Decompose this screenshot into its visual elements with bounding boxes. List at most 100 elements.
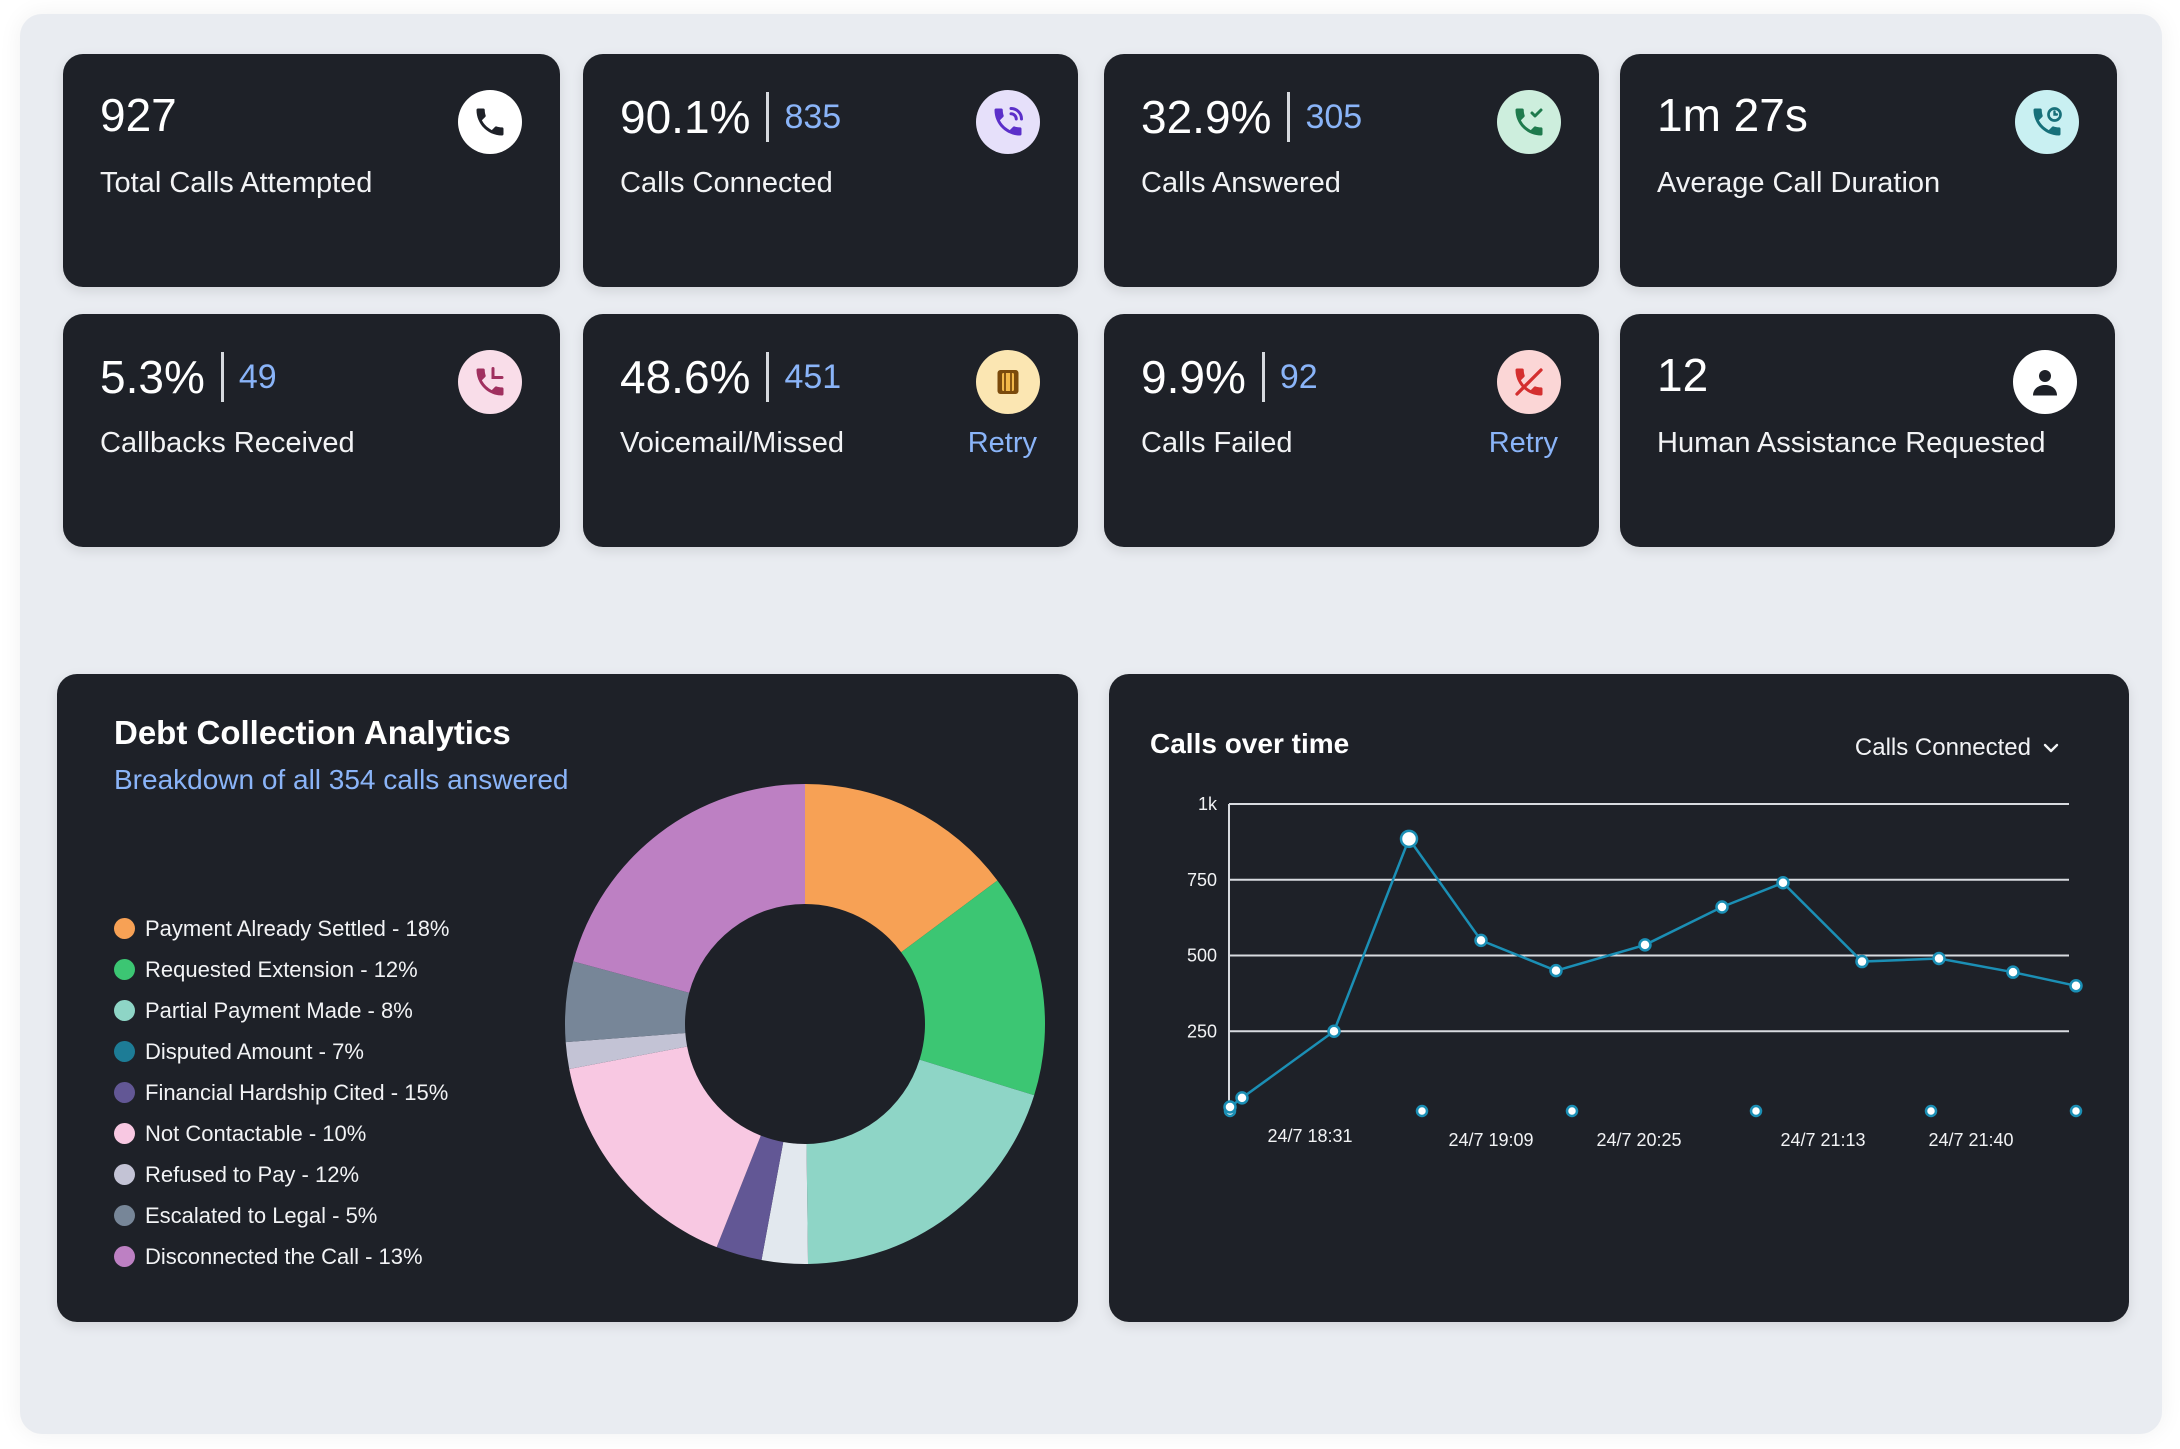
stat-count: 49 — [238, 358, 277, 396]
legend-item[interactable]: Requested Extension - 12% — [114, 949, 450, 990]
donut-slice[interactable] — [761, 1142, 809, 1264]
stat-label: Average Call Duration — [1657, 167, 1941, 199]
stat-value: 1m 27s — [1657, 89, 1808, 141]
phone-icon — [458, 90, 522, 154]
x-tick-label: 24/7 21:13 — [1780, 1130, 1865, 1150]
data-point[interactable] — [1474, 933, 1488, 948]
legend-item[interactable]: Payment Already Settled - 18% — [114, 908, 450, 949]
stat-card-human-assistance[interactable]: 12 Human Assistance Requested — [1620, 314, 2115, 547]
stat-value: 48.6% — [620, 351, 751, 403]
legend-label: Disconnected the Call - 13% — [145, 1243, 423, 1269]
divider — [766, 352, 770, 402]
stat-card-callbacks[interactable]: 5.3% 49 Callbacks Received — [63, 314, 560, 547]
x-tick-label: 24/7 19:09 — [1448, 1130, 1533, 1150]
donut-slice[interactable] — [716, 1135, 784, 1261]
legend-item[interactable]: Disconnected the Call - 13% — [114, 1236, 450, 1277]
divider — [766, 92, 770, 142]
donut-slice[interactable] — [565, 961, 690, 1043]
dashboard: 927 Total Calls Attempted 90.1% 835 Call… — [20, 14, 2162, 1434]
legend-label: Payment Already Settled - 18% — [145, 915, 450, 941]
legend-label: Disputed Amount - 7% — [145, 1038, 364, 1064]
data-point[interactable] — [1399, 829, 1419, 849]
analytics-panel: Debt Collection Analytics Breakdown of a… — [57, 674, 1078, 1322]
data-point[interactable] — [2069, 979, 2083, 993]
legend-item[interactable]: Partial Payment Made - 8% — [114, 990, 450, 1031]
data-point[interactable] — [1855, 954, 1869, 969]
stat-count: 305 — [1305, 98, 1363, 136]
x-tick-label: 24/7 18:31 — [1267, 1126, 1352, 1146]
stat-card-calls-answered[interactable]: 32.9% 305 Calls Answered — [1104, 54, 1599, 287]
panel-subtitle: Breakdown of all 354 calls answered — [114, 764, 569, 795]
y-tick-label: 750 — [1187, 870, 1217, 890]
retry-link[interactable]: Retry — [967, 427, 1037, 459]
stat-value: 5.3% — [100, 351, 205, 403]
stat-value: 9.9% — [1141, 351, 1246, 403]
chevron-down-icon — [2043, 743, 2059, 753]
retry-link[interactable]: Retry — [1488, 427, 1558, 459]
data-point[interactable] — [1932, 951, 1946, 966]
stat-card-average-duration[interactable]: 1m 27s Average Call Duration — [1620, 54, 2117, 287]
data-point[interactable] — [1565, 1104, 1579, 1118]
stat-label: Calls Connected — [620, 167, 833, 199]
data-point[interactable] — [1715, 900, 1729, 914]
data-point[interactable] — [1415, 1104, 1429, 1118]
stat-count: 835 — [784, 98, 842, 136]
data-point[interactable] — [1235, 1091, 1249, 1105]
data-point[interactable] — [1638, 938, 1652, 952]
line-chart: 250 500 750 1k 24/7 18:31 24/7 19:09 24/7 20:2… — [1187, 794, 2083, 1150]
data-point[interactable] — [1327, 1024, 1341, 1038]
metric-select[interactable]: Calls Connected — [1855, 734, 2059, 762]
legend-item[interactable]: Disputed Amount - 7% — [114, 1031, 450, 1072]
legend-swatch — [114, 1041, 135, 1062]
donut-slice[interactable] — [573, 784, 805, 993]
legend-label: Refused to Pay - 12% — [145, 1161, 360, 1187]
stat-value: 12 — [1657, 349, 1709, 401]
stat-label: Calls Failed — [1141, 427, 1293, 459]
donut-chart — [565, 784, 1045, 1264]
legend-label: Partial Payment Made - 8% — [145, 997, 413, 1023]
phone-failed-icon — [1497, 350, 1561, 414]
data-point[interactable] — [1749, 1104, 1763, 1118]
y-tick-label: 250 — [1187, 1021, 1217, 1041]
legend-label: Not Contactable - 10% — [145, 1120, 367, 1146]
stat-label: Total Calls Attempted — [100, 167, 373, 199]
data-point[interactable] — [2006, 965, 2020, 979]
donut-slice[interactable] — [569, 1046, 761, 1248]
legend-item[interactable]: Not Contactable - 10% — [114, 1113, 450, 1154]
person-icon — [2013, 350, 2077, 414]
donut-slice[interactable] — [806, 1059, 1035, 1264]
stat-label: Callbacks Received — [100, 427, 355, 459]
stat-card-calls-connected[interactable]: 90.1% 835 Calls Connected — [583, 54, 1078, 287]
stat-card-voicemail[interactable]: 48.6% 451 Voicemail/Missed Retry — [583, 314, 1078, 547]
phone-check-icon — [1497, 90, 1561, 154]
donut-slice[interactable] — [805, 784, 998, 953]
data-point[interactable] — [1924, 1104, 1938, 1118]
stat-value: 927 — [100, 89, 177, 141]
stat-count: 92 — [1279, 358, 1318, 396]
stat-count: 451 — [784, 358, 842, 396]
stat-card-total-calls[interactable]: 927 Total Calls Attempted — [63, 54, 560, 287]
stat-card-calls-failed[interactable]: 9.9% 92 Calls Failed Retry — [1104, 314, 1599, 547]
data-point[interactable] — [1223, 1100, 1237, 1114]
legend-item[interactable]: Escalated to Legal - 5% — [114, 1195, 450, 1236]
legend-item[interactable]: Financial Hardship Cited - 15% — [114, 1072, 450, 1113]
legend-swatch — [114, 918, 135, 939]
panel-title: Calls over time — [1150, 728, 1350, 759]
y-tick-label: 1k — [1198, 794, 1218, 814]
data-point[interactable] — [1549, 963, 1563, 978]
legend-swatch — [114, 1246, 135, 1267]
legend-item[interactable]: Refused to Pay - 12% — [114, 1154, 450, 1195]
divider — [1261, 352, 1265, 402]
legend-label: Requested Extension - 12% — [145, 956, 418, 982]
stat-label: Voicemail/Missed — [620, 427, 845, 459]
legend-swatch — [114, 1164, 135, 1185]
stat-value: 32.9% — [1141, 91, 1272, 143]
timeline-panel: Calls over time Calls Connected 250 500 75… — [1109, 674, 2129, 1322]
chart-legend: Payment Already Settled - 18% Requested … — [114, 908, 450, 1277]
data-point[interactable] — [2069, 1104, 2083, 1118]
donut-slice[interactable] — [901, 880, 1045, 1096]
legend-swatch — [114, 1123, 135, 1144]
stat-label: Calls Answered — [1141, 167, 1341, 199]
data-point[interactable] — [1776, 876, 1790, 890]
donut-slice[interactable] — [565, 1033, 688, 1069]
